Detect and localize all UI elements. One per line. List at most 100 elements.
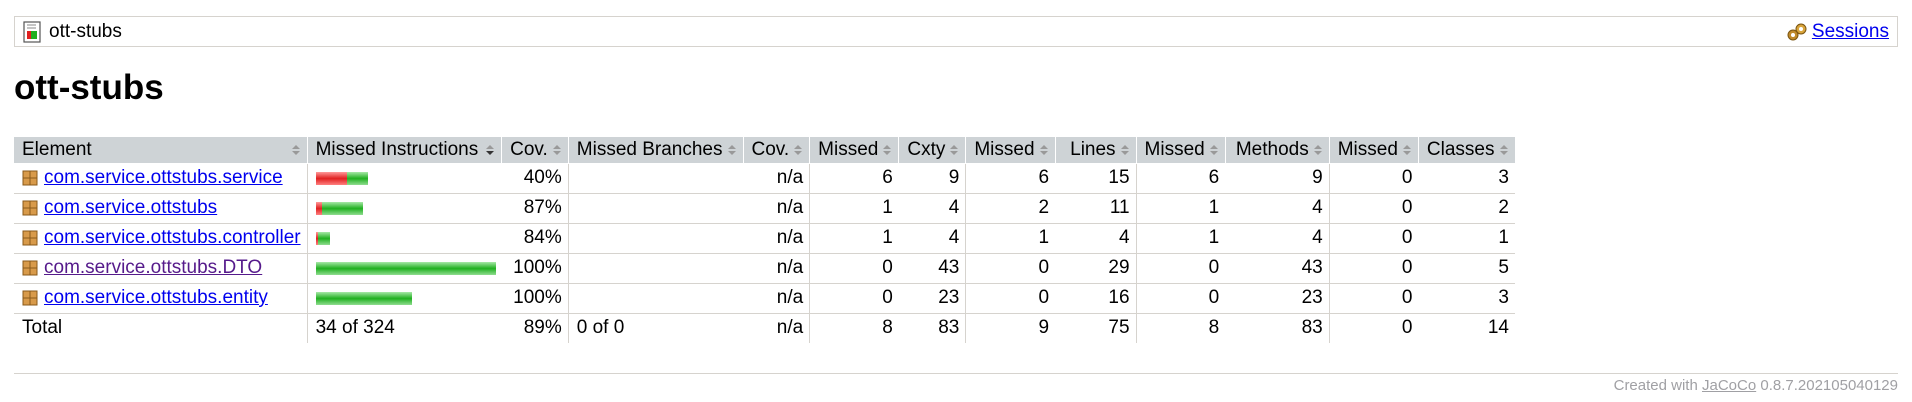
bar-covered [321, 201, 363, 215]
missed-instructions-bar [306, 193, 502, 224]
bar-covered [315, 291, 412, 305]
jacoco-link[interactable]: JaCoCo [1701, 377, 1757, 394]
footer: Created with JaCoCo 0.8.7.202105040129 [1614, 377, 1898, 394]
classes: 5 [1418, 253, 1515, 284]
classes-missed: 0 [1328, 283, 1419, 314]
methods: 23 [1225, 283, 1330, 314]
coverage-table: Element Missed Instructions Cov. Missed … [14, 137, 1516, 343]
cxty: 23 [898, 283, 966, 314]
cxty-missed: 6 [809, 163, 899, 194]
methods-missed: 6 [1135, 163, 1226, 194]
sort-down-icon [486, 144, 495, 155]
classes-missed: 0 [1328, 193, 1419, 224]
sort-icon [727, 144, 736, 155]
lines: 15 [1055, 163, 1137, 194]
package-icon [22, 260, 38, 276]
classes-missed: 0 [1328, 163, 1419, 194]
package-link[interactable]: com.service.ottstubs.entity [44, 287, 268, 308]
table-row: com.service.ottstubs 87% n/a 1 4 2 11 1 4 0 2 [14, 193, 1515, 224]
sort-icon [1402, 144, 1411, 155]
bar-covered [315, 261, 496, 275]
header-missed-branches[interactable]: Missed Branches [568, 137, 744, 164]
total-branches: 0 of 0 [567, 313, 743, 343]
header-missed-instructions[interactable]: Missed Instructions [307, 137, 503, 164]
total-lines: 75 [1108, 317, 1130, 339]
sessions-link[interactable]: Sessions [1811, 20, 1889, 42]
header-element[interactable]: Element [14, 137, 308, 164]
total-row: Total 34 of 324 89% 0 of 0 n/a 8 83 9 75… [14, 313, 1515, 343]
sort-icon [1209, 144, 1218, 155]
sort-icon [1313, 144, 1322, 155]
lines-missed: 1 [965, 223, 1056, 254]
instructions-cov: 84% [501, 223, 569, 254]
total-methods-missed: 8 [1135, 313, 1226, 343]
package-link[interactable]: com.service.ottstubs.controller [44, 227, 301, 248]
header-lines[interactable]: Lines [1055, 137, 1137, 164]
footer-prefix: Created with [1613, 377, 1702, 394]
instructions-cov: 100% [501, 283, 569, 314]
bar-missed [315, 171, 347, 185]
element-cell: com.service.ottstubs.entity [14, 283, 308, 314]
methods-missed: 0 [1135, 283, 1226, 314]
sort-icon [552, 144, 561, 155]
header-classes[interactable]: Classes [1418, 137, 1516, 164]
methods-missed: 1 [1135, 223, 1226, 254]
classes: 3 [1418, 163, 1515, 194]
package-icon [22, 170, 38, 186]
total-cxty: 83 [938, 317, 960, 339]
table-row: com.service.ottstubs.DTO 100% n/a 0 43 0 29 0 43… [14, 253, 1515, 284]
total-branches-cov: n/a [776, 317, 804, 339]
methods: 4 [1225, 223, 1330, 254]
sort-icon [883, 144, 892, 155]
header-cxty[interactable]: Cxty [898, 137, 967, 164]
methods: 9 [1225, 163, 1330, 194]
missed-branches-bar [567, 223, 743, 254]
branches-cov: n/a [743, 283, 810, 314]
table-header-row: Element Missed Instructions Cov. Missed … [14, 137, 1516, 164]
bar-covered [317, 231, 330, 245]
header-lines-missed[interactable]: Missed [965, 137, 1056, 164]
total-instructions: 34 of 324 [306, 313, 502, 343]
cxty-missed: 1 [809, 223, 899, 254]
methods: 4 [1225, 193, 1330, 224]
breadcrumb-label: ott-stubs [49, 20, 122, 42]
classes-missed: 0 [1328, 223, 1419, 254]
package-link[interactable]: com.service.ottstubs [44, 197, 218, 218]
missed-instructions-bar [306, 163, 502, 194]
element-cell: com.service.ottstubs.DTO [14, 253, 308, 284]
missed-branches-bar [567, 283, 743, 314]
sort-icon [794, 144, 803, 155]
header-cxty-missed[interactable]: Missed [809, 137, 900, 164]
instructions-cov: 40% [501, 163, 569, 194]
package-icon [22, 230, 38, 246]
package-link[interactable]: com.service.ottstubs.DTO [44, 257, 263, 278]
lines-missed: 2 [965, 193, 1056, 224]
total-methods: 83 [1301, 317, 1323, 339]
footer-divider [14, 373, 1898, 374]
missed-branches-bar [567, 163, 743, 194]
header-classes-missed[interactable]: Missed [1329, 137, 1419, 164]
sort-icon [950, 144, 959, 155]
lines-missed: 0 [965, 253, 1056, 284]
sort-icon [291, 144, 300, 155]
classes: 2 [1418, 193, 1515, 224]
element-cell: com.service.ottstubs [14, 193, 308, 224]
header-methods-missed[interactable]: Missed [1136, 137, 1226, 164]
cxty-missed: 0 [809, 253, 899, 284]
header-branches-cov[interactable]: Cov. [743, 137, 811, 164]
breadcrumb: ott-stubs Sessions [14, 16, 1898, 47]
header-instructions-cov[interactable]: Cov. [501, 137, 569, 164]
missed-instructions-bar [306, 283, 502, 314]
bar-covered [346, 171, 368, 185]
package-link[interactable]: com.service.ottstubs.service [44, 167, 283, 188]
table-row: com.service.ottstubs.controller 84% n/a 1 4 1… [14, 223, 1515, 254]
classes: 3 [1418, 283, 1515, 314]
footer-version: 0.8.7.202105040129 [1756, 377, 1898, 394]
cxty: 9 [898, 163, 966, 194]
lines: 16 [1055, 283, 1137, 314]
element-cell: com.service.ottstubs.controller [14, 223, 308, 254]
cxty: 43 [898, 253, 966, 284]
classes-missed: 0 [1328, 253, 1419, 284]
cxty: 4 [898, 223, 966, 254]
header-methods[interactable]: Methods [1225, 137, 1330, 164]
